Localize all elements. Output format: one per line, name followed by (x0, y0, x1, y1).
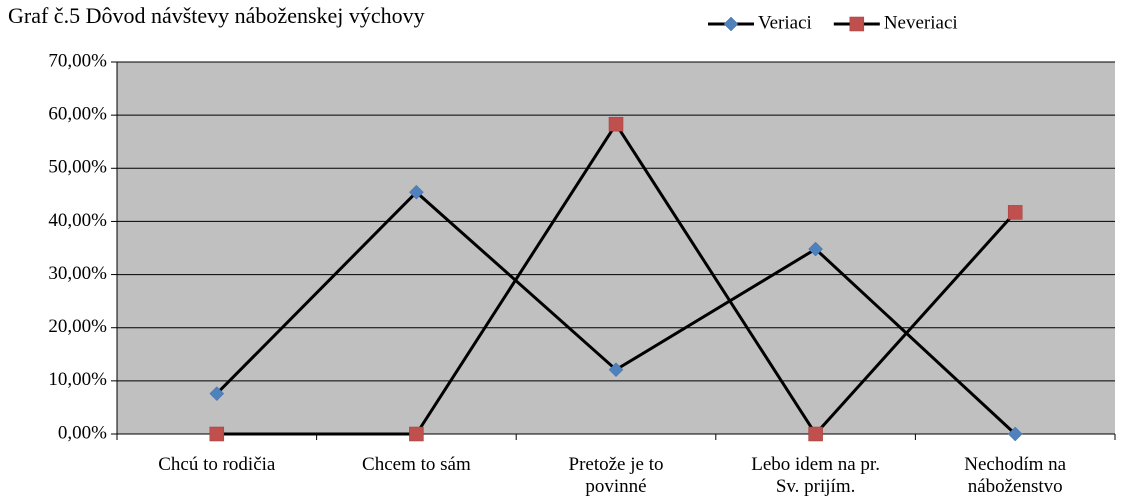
x-tick-label: Chcem to sám (362, 454, 471, 475)
data-point (608, 116, 624, 132)
chart-title: Graf č.5 Dôvod návštevy náboženskej vých… (8, 3, 425, 28)
x-tick-label: Chcú to rodičia (158, 454, 276, 475)
data-point (409, 184, 424, 200)
y-tick-label: 40,00% (48, 210, 107, 231)
legend-label: Veriaci (758, 12, 812, 33)
data-point (209, 386, 225, 401)
data-point (209, 426, 225, 442)
legend-label: Neveriaci (884, 12, 958, 33)
x-tick-label: Lebo idem na pr. Sv. prijím. (751, 454, 880, 497)
data-point (409, 426, 424, 442)
y-tick-label: 0,00% (58, 422, 107, 443)
x-tick-label: Nechodím na náboženstvo (964, 454, 1067, 497)
data-point (1007, 426, 1023, 442)
x-tick-label: Pretože je to povinné (568, 454, 664, 497)
data-point (808, 426, 823, 442)
data-point (723, 16, 739, 32)
y-tick-label: 60,00% (48, 104, 107, 125)
data-point (849, 16, 865, 32)
data-point (1007, 205, 1023, 220)
y-tick-label: 70,00% (48, 50, 107, 71)
data-point (808, 241, 823, 257)
y-tick-label: 10,00% (48, 369, 107, 390)
y-tick-label: 30,00% (48, 263, 107, 284)
y-tick-label: 50,00% (48, 157, 107, 178)
data-point (608, 362, 624, 378)
y-tick-label: 20,00% (48, 316, 107, 337)
